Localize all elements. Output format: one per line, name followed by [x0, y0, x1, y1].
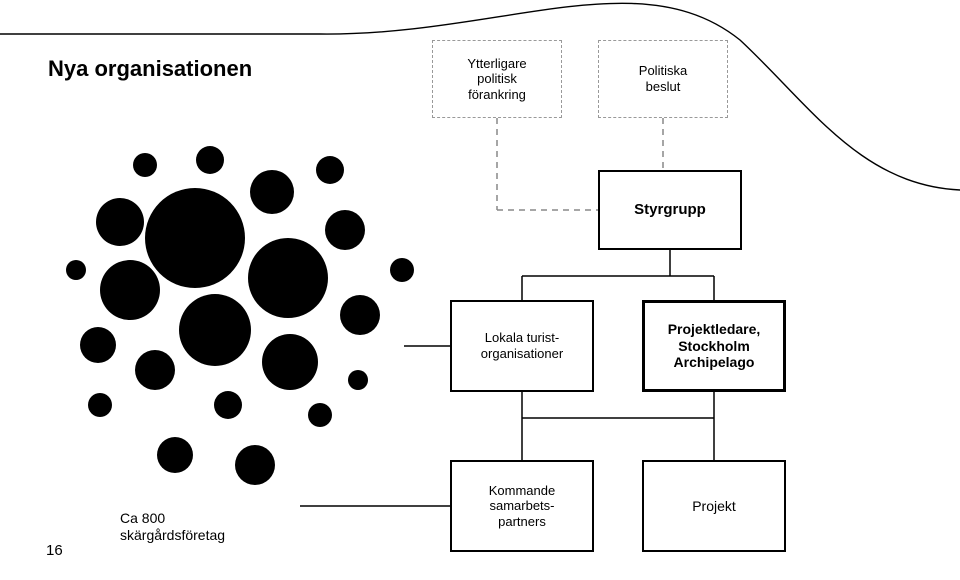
- page-title: Nya organisationen: [48, 56, 252, 82]
- box-ytterligare-politisk-forankring: Ytterligare politisk förankring: [432, 40, 562, 118]
- box-line: Stockholm: [678, 338, 750, 354]
- label-line: Ca 800: [120, 510, 165, 526]
- box-line: förankring: [468, 87, 526, 102]
- box-styrgrupp: Styrgrupp: [598, 170, 742, 250]
- cluster-label: Ca 800 skärgårdsföretag: [120, 510, 225, 544]
- box-kommande-samarbetspartners: Kommande samarbets- partners: [450, 460, 594, 552]
- box-line: samarbets-: [489, 498, 554, 513]
- box-line: Archipelago: [674, 354, 755, 370]
- box-line: Politiska: [639, 63, 687, 78]
- box-lokala-turistorganisationer: Lokala turist- organisationer: [450, 300, 594, 392]
- label-line: skärgårdsföretag: [120, 527, 225, 543]
- box-line: Projektledare,: [668, 321, 761, 337]
- box-line: Lokala turist-: [485, 330, 559, 345]
- box-line: partners: [498, 514, 546, 529]
- box-politiska-beslut: Politiska beslut: [598, 40, 728, 118]
- box-line: politisk: [477, 71, 517, 86]
- box-projekt: Projekt: [642, 460, 786, 552]
- box-projektledare-stockholm-archipelago: Projektledare, Stockholm Archipelago: [642, 300, 786, 392]
- diagram-canvas: Nya organisationen Ytterligare politisk …: [0, 0, 960, 580]
- box-line: beslut: [646, 79, 681, 94]
- box-line: Kommande: [489, 483, 555, 498]
- box-text: Projekt: [692, 498, 736, 515]
- box-line: Ytterligare: [467, 56, 526, 71]
- box-line: organisationer: [481, 346, 563, 361]
- page-number: 16: [46, 542, 63, 560]
- box-text: Styrgrupp: [634, 201, 706, 219]
